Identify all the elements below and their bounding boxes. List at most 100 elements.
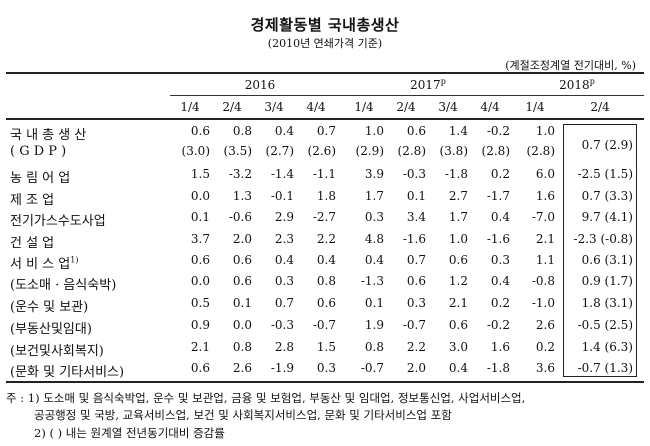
row-label-text: 건 설 업 [10, 236, 55, 251]
table-cell: -0.1 [270, 189, 294, 203]
table-cell: 2.2 [406, 340, 426, 354]
table-cell: (2.7) [265, 144, 294, 158]
bottom-rule [6, 381, 644, 383]
table-cell: -1.6 [402, 232, 426, 246]
table-cell: -0.8 [531, 274, 555, 288]
year-header-2018: 2018p [559, 77, 595, 92]
table-cell: 3.7 [190, 232, 210, 246]
table-cell: 1.5 [316, 340, 336, 354]
row-label-text: 서 비 스 업 [10, 257, 71, 272]
table-cell: 0.9 (1.7) [581, 274, 633, 288]
table-cell: 0.4 [490, 274, 510, 288]
quarter-header: 4/4 [480, 100, 500, 114]
note-2: 2) ( ) 내는 원계열 전년동기대비 증감률 [34, 426, 225, 440]
table-cell: -0.2 [486, 318, 510, 332]
header-bottom-rule [6, 118, 644, 120]
footnote-marker: 1) [70, 255, 79, 265]
table-cell: (2.6) [307, 144, 336, 158]
table-cell: 0.8 [232, 124, 252, 138]
row-label-text: 국 내 총 생 산 [10, 128, 87, 143]
table-cell: 0.3 [406, 296, 426, 310]
table-cell: 0.6 [406, 274, 426, 288]
row-label-text: (문화 및 기타서비스) [10, 365, 125, 380]
table-cell: (2.8) [481, 144, 510, 158]
table-cell: -7.0 [531, 210, 555, 224]
note-1-cont: 공공행정 및 국방, 교육서비스업, 보건 및 사회복지서비스업, 문화 및 기… [34, 408, 452, 422]
table-cell: 1.8 [316, 189, 336, 203]
quarter-header: 1/4 [354, 100, 374, 114]
table-subtitle: (2010년 연쇄가격 기준) [267, 37, 383, 50]
table-cell: (3.8) [439, 144, 468, 158]
table-cell: (2.8) [526, 144, 555, 158]
row-label-text: 전기가스수도사업 [10, 214, 106, 229]
table-cell: 1.3 [232, 189, 252, 203]
table-cell: 0.2 [490, 296, 510, 310]
table-cell: 2.1 [535, 232, 555, 246]
table-cell: 0.3 [490, 253, 510, 267]
table-cell: 0.3 [364, 210, 384, 224]
table-cell: 0.7 (3.3) [581, 189, 633, 203]
row-label: (문화 및 기타서비스) [10, 361, 124, 380]
table-cell: -1.8 [486, 361, 510, 375]
table-cell: (2.8) [397, 144, 426, 158]
table-cell: 2.6 [535, 318, 555, 332]
table-cell: 2.2 [316, 232, 336, 246]
table-cell: 1.7 [448, 210, 468, 224]
table-cell: -0.7 [312, 318, 336, 332]
table-cell: -1.8 [444, 167, 468, 181]
table-cell: 0.6 [406, 124, 426, 138]
note-1: 주 : 1) 도소매 및 음식숙박업, 운수 및 보관업, 금융 및 보험업, … [6, 391, 526, 405]
table-cell: 0.7 (2.9) [581, 138, 633, 152]
table-cell: -2.3 (-0.8) [573, 232, 633, 246]
table-cell: 0.8 [316, 274, 336, 288]
table-cell: -2.7 [312, 210, 336, 224]
table-cell: 0.1 [364, 296, 384, 310]
table-cell: 2.0 [406, 361, 426, 375]
table-cell: 2.1 [190, 340, 210, 354]
row-label: 서 비 스 업1) [10, 253, 78, 272]
table-cell: 1.0 [364, 124, 384, 138]
row-label: (부동산및임대) [10, 318, 92, 337]
table-cell: 4.8 [364, 232, 384, 246]
quarter-header: 1/4 [525, 100, 545, 114]
table-cell: -2.5 (1.5) [577, 167, 633, 181]
top-rule [6, 72, 644, 74]
row-label-text: (운수 및 보관) [10, 300, 89, 315]
row-label-text: (도소매 · 음식숙박) [10, 278, 117, 293]
row-label: (운수 및 보관) [10, 296, 88, 315]
table-cell: (3.5) [223, 144, 252, 158]
row-label: (도소매 · 음식숙박) [10, 274, 116, 293]
table-cell: 0.6 [190, 253, 210, 267]
table-cell: -0.2 [486, 124, 510, 138]
row-label: 전기가스수도사업 [10, 210, 106, 229]
table-cell: 0.6 [316, 296, 336, 310]
row-label: 건 설 업 [10, 232, 54, 251]
table-cell: 2.7 [448, 189, 468, 203]
row-label: 제 조 업 [10, 189, 54, 208]
row-label: (보건및사회복지) [10, 340, 104, 359]
table-cell: 0.0 [190, 189, 210, 203]
table-cell: 0.6 [448, 253, 468, 267]
table-cell: (3.0) [181, 144, 210, 158]
unit-note: (계절조정계열 전기대비, %) [505, 59, 636, 72]
table-cell: 0.4 [490, 210, 510, 224]
table-cell: 0.4 [274, 124, 294, 138]
row-label-text: 제 조 업 [10, 193, 55, 208]
table-cell: 1.4 (6.3) [581, 340, 633, 354]
table-cell: (2.9) [355, 144, 384, 158]
table-cell: 0.1 [190, 210, 210, 224]
quarter-header: 3/4 [264, 100, 284, 114]
table-cell: 0.4 [364, 253, 384, 267]
table-cell: 1.6 [535, 189, 555, 203]
table-cell: 0.4 [448, 361, 468, 375]
year-header-2016: 2016 [244, 78, 276, 92]
table-cell: -0.5 (2.5) [577, 318, 633, 332]
table-cell: 1.6 [490, 340, 510, 354]
table-cell: 1.0 [448, 232, 468, 246]
table-cell: 2.0 [232, 232, 252, 246]
row-label: 농 림 어 업 [10, 167, 70, 186]
table-cell: 1.7 [364, 189, 384, 203]
table-cell: 0.7 [274, 296, 294, 310]
table-cell: 0.0 [190, 274, 210, 288]
table-cell: 9.7 (4.1) [581, 210, 633, 224]
